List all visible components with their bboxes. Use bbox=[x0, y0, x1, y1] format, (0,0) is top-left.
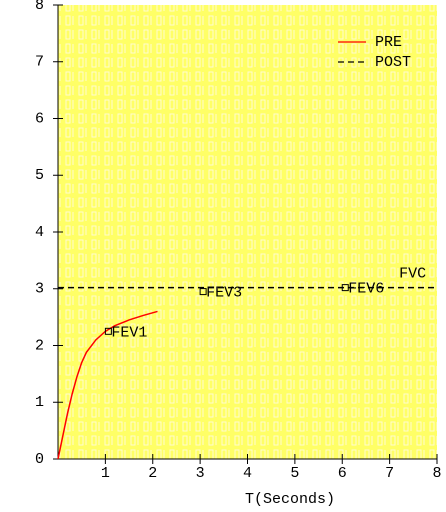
y-tick-label: 8 bbox=[35, 0, 44, 14]
y-tick-label: 4 bbox=[35, 224, 44, 241]
x-tick-label: 6 bbox=[338, 465, 347, 482]
x-tick-label: 8 bbox=[432, 465, 441, 482]
legend-label: POST bbox=[375, 54, 411, 71]
y-tick-label: 6 bbox=[35, 110, 44, 127]
y-tick-label: 5 bbox=[35, 167, 44, 184]
y-tick-label: 2 bbox=[35, 337, 44, 354]
annotation-label: FEV1 bbox=[111, 324, 147, 341]
y-tick-label: 0 bbox=[35, 451, 44, 468]
legend-label: PRE bbox=[375, 34, 402, 51]
x-tick-label: 7 bbox=[385, 465, 394, 482]
x-tick-label: 1 bbox=[101, 465, 110, 482]
x-tick-label: 5 bbox=[290, 465, 299, 482]
x-tick-label: 2 bbox=[148, 465, 157, 482]
x-tick-label: 4 bbox=[243, 465, 252, 482]
plot-background bbox=[58, 5, 437, 459]
annotation-marker bbox=[341, 284, 349, 292]
annotation-label: FVC bbox=[399, 265, 426, 282]
series-line bbox=[57, 310, 158, 460]
annotation-label: FEV6 bbox=[348, 281, 384, 298]
y-tick-label: 7 bbox=[35, 54, 44, 71]
annotation-marker bbox=[104, 327, 112, 335]
y-tick-label: 1 bbox=[35, 394, 44, 411]
annotation-label: FEV3 bbox=[206, 285, 242, 302]
x-tick-label: 3 bbox=[196, 465, 205, 482]
annotation-marker bbox=[199, 288, 207, 296]
x-axis-label: T(Seconds) bbox=[245, 491, 335, 508]
y-tick-label: 3 bbox=[35, 281, 44, 298]
